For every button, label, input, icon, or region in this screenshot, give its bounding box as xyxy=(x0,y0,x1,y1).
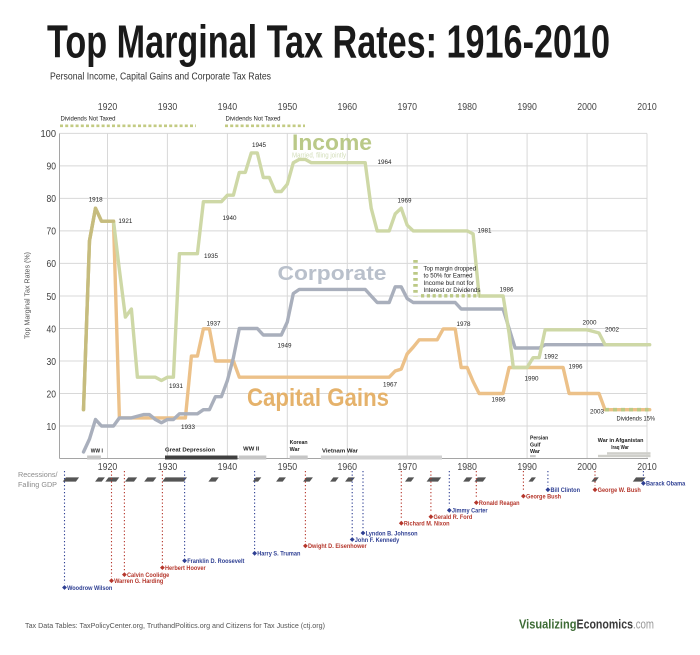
svg-text:1920: 1920 xyxy=(98,461,118,473)
svg-text:Ronald Reagan: Ronald Reagan xyxy=(479,500,520,507)
svg-text:Capital Gains: Capital Gains xyxy=(247,384,389,412)
svg-text:1978: 1978 xyxy=(457,321,471,328)
svg-text:Woodrow Wilson: Woodrow Wilson xyxy=(67,585,112,592)
svg-text:2000: 2000 xyxy=(577,461,597,473)
svg-text:Harry S. Truman: Harry S. Truman xyxy=(257,551,300,558)
svg-text:1930: 1930 xyxy=(158,461,178,473)
svg-text:VisualizingEconomics.com: VisualizingEconomics.com xyxy=(519,618,654,632)
svg-text:Recessions/: Recessions/ xyxy=(18,470,58,479)
svg-text:1996: 1996 xyxy=(569,364,583,371)
svg-text:Interest or Dividends: Interest or Dividends xyxy=(424,287,481,294)
svg-text:20: 20 xyxy=(47,388,57,400)
svg-text:John F. Kennedy: John F. Kennedy xyxy=(355,537,400,544)
svg-text:Dividends Not Taxed: Dividends Not Taxed xyxy=(61,116,117,123)
svg-text:1970: 1970 xyxy=(398,101,418,113)
svg-text:1990: 1990 xyxy=(517,101,537,113)
svg-text:1935: 1935 xyxy=(204,253,218,260)
svg-text:2003: 2003 xyxy=(590,409,604,416)
svg-text:Personal Income, Capital Gains: Personal Income, Capital Gains and Corpo… xyxy=(50,71,271,83)
svg-text:1981: 1981 xyxy=(478,228,492,235)
svg-text:1937: 1937 xyxy=(207,321,221,328)
svg-text:Top margin dropped: Top margin dropped xyxy=(424,266,477,273)
svg-text:Calvin Coolidge: Calvin Coolidge xyxy=(127,572,170,579)
svg-text:50: 50 xyxy=(47,291,57,303)
svg-text:80: 80 xyxy=(47,193,57,205)
svg-text:1950: 1950 xyxy=(278,461,298,473)
svg-text:War in Afganistan: War in Afganistan xyxy=(598,438,644,444)
svg-text:2000: 2000 xyxy=(577,101,597,113)
svg-text:War: War xyxy=(290,447,301,453)
svg-text:1921: 1921 xyxy=(118,218,132,225)
svg-text:George W. Bush: George W. Bush xyxy=(598,487,641,494)
svg-text:1945: 1945 xyxy=(252,142,266,149)
svg-text:1992: 1992 xyxy=(544,354,558,361)
svg-text:WW I: WW I xyxy=(91,449,104,455)
svg-text:1940: 1940 xyxy=(218,101,238,113)
svg-text:Corporate: Corporate xyxy=(278,262,387,285)
svg-text:Korean: Korean xyxy=(290,440,308,446)
svg-text:1990: 1990 xyxy=(525,376,539,383)
svg-text:1930: 1930 xyxy=(158,101,178,113)
svg-text:Falling GDP: Falling GDP xyxy=(18,480,57,489)
svg-text:2010: 2010 xyxy=(637,101,657,113)
svg-text:Jimmy Carter: Jimmy Carter xyxy=(452,508,488,515)
svg-text:60: 60 xyxy=(47,258,57,270)
svg-text:1986: 1986 xyxy=(492,397,506,404)
svg-text:1980: 1980 xyxy=(457,461,477,473)
svg-text:1969: 1969 xyxy=(398,198,412,205)
svg-text:Warren G. Harding: Warren G. Harding xyxy=(114,578,163,585)
svg-text:1986: 1986 xyxy=(500,287,514,294)
svg-text:1949: 1949 xyxy=(278,343,292,350)
svg-text:Barack Obama: Barack Obama xyxy=(646,481,686,488)
svg-text:1964: 1964 xyxy=(378,159,392,166)
svg-text:Top Marginal Tax Rates (%): Top Marginal Tax Rates (%) xyxy=(25,252,32,339)
svg-text:100: 100 xyxy=(41,128,57,140)
svg-text:Gerald R. Ford: Gerald R. Ford xyxy=(434,514,473,521)
svg-text:1960: 1960 xyxy=(338,461,358,473)
svg-text:1967: 1967 xyxy=(383,382,397,389)
svg-text:Top Marginal Tax Rates: 1916-2: Top Marginal Tax Rates: 1916-2010 xyxy=(47,16,610,68)
svg-text:Married, filing jointly: Married, filing jointly xyxy=(292,153,346,160)
svg-text:2010: 2010 xyxy=(637,461,657,473)
svg-text:1990: 1990 xyxy=(517,461,537,473)
svg-text:Franklin D. Roosevelt: Franklin D. Roosevelt xyxy=(187,558,245,565)
svg-text:1940: 1940 xyxy=(223,215,237,222)
svg-text:2002: 2002 xyxy=(605,327,619,334)
svg-text:Income: Income xyxy=(292,130,372,155)
svg-text:30: 30 xyxy=(47,356,57,368)
svg-text:1960: 1960 xyxy=(338,101,358,113)
svg-text:1940: 1940 xyxy=(218,461,238,473)
svg-text:1931: 1931 xyxy=(169,383,183,390)
svg-text:1980: 1980 xyxy=(457,101,477,113)
svg-text:10: 10 xyxy=(47,421,57,433)
svg-text:Lyndon B. Johnson: Lyndon B. Johnson xyxy=(366,530,418,537)
svg-text:Dwight D. Eisenhower: Dwight D. Eisenhower xyxy=(308,543,367,550)
svg-text:Vietnam War: Vietnam War xyxy=(322,448,359,454)
svg-text:Great Depression: Great Depression xyxy=(165,448,215,454)
svg-text:90: 90 xyxy=(47,161,57,173)
svg-text:WW II: WW II xyxy=(243,447,259,453)
svg-text:to 50% for Earned: to 50% for Earned xyxy=(424,273,473,280)
svg-text:George Bush: George Bush xyxy=(526,493,561,500)
svg-text:40: 40 xyxy=(47,323,57,335)
svg-text:Persian: Persian xyxy=(530,436,549,442)
svg-text:2000: 2000 xyxy=(583,320,597,327)
svg-text:Tax Data Tables: TaxPolicyCen: Tax Data Tables: TaxPolicyCenter.org, Tr… xyxy=(25,621,325,630)
svg-text:1918: 1918 xyxy=(89,196,103,203)
svg-text:Richard M. Nixon: Richard M. Nixon xyxy=(404,521,450,528)
svg-text:War: War xyxy=(530,449,541,455)
svg-text:1920: 1920 xyxy=(98,101,118,113)
svg-text:Iraq War: Iraq War xyxy=(611,445,629,451)
svg-text:Dividends 15%: Dividends 15% xyxy=(617,416,656,423)
svg-text:Gulf: Gulf xyxy=(530,442,541,448)
svg-text:Dividends Not Taxed: Dividends Not Taxed xyxy=(226,116,282,123)
svg-text:Income but not for: Income but not for xyxy=(424,280,475,287)
svg-text:70: 70 xyxy=(47,226,57,238)
svg-text:Herbert Hoover: Herbert Hoover xyxy=(165,565,206,572)
svg-text:1933: 1933 xyxy=(181,424,195,431)
svg-text:1950: 1950 xyxy=(278,101,298,113)
svg-text:1970: 1970 xyxy=(398,461,418,473)
svg-text:Bill Clinton: Bill Clinton xyxy=(551,487,581,494)
